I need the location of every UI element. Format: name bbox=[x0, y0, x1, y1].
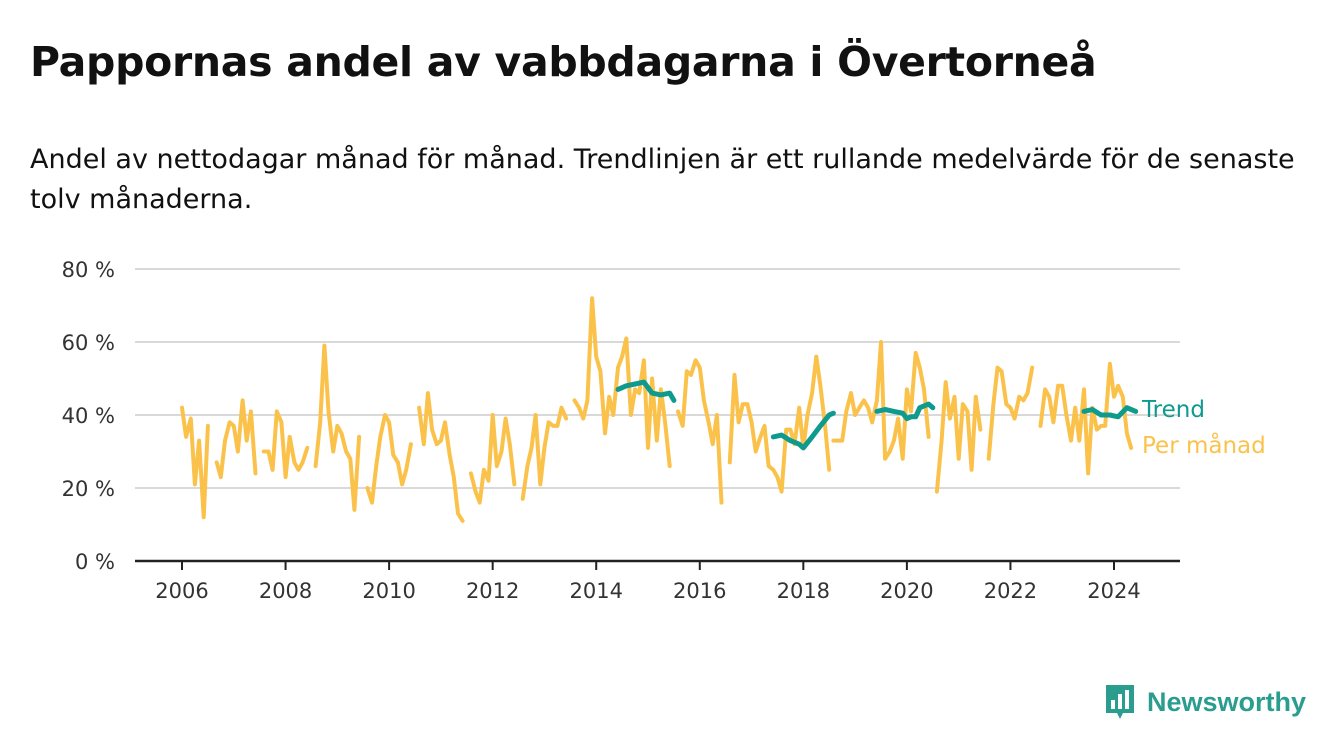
y-tick-label: 40 % bbox=[62, 404, 115, 428]
x-axis-ticks: 2006 2008 2010 2012 2014 2016 2018 2020 2022 2024 bbox=[155, 561, 1141, 603]
series-line-trend bbox=[874, 401, 936, 422]
newsworthy-logo-icon bbox=[1106, 685, 1134, 719]
y-tick-label: 20 % bbox=[62, 477, 115, 501]
y-axis-ticks: 0 % 20 % 40 % 60 % 80 % bbox=[62, 258, 115, 574]
y-tick-label: 60 % bbox=[62, 331, 115, 355]
series-line-per-manad bbox=[365, 413, 413, 505]
series-line-per-manad bbox=[727, 354, 832, 494]
chart-title: Pappornas andel av vabbdagarna i Övertor… bbox=[30, 38, 1097, 86]
series-line-trend bbox=[1081, 405, 1139, 420]
x-tick-label: 2006 bbox=[155, 579, 208, 603]
series-line-per-manad bbox=[313, 343, 362, 512]
x-tick-label: 2020 bbox=[880, 579, 933, 603]
x-tick-label: 2018 bbox=[777, 579, 830, 603]
series-line-per-manad bbox=[520, 405, 569, 501]
series-line-per-manad bbox=[261, 409, 310, 480]
series-line-per-manad bbox=[986, 365, 1035, 461]
chart-subtitle: Andel av nettodagar månad för månad. Tre… bbox=[30, 144, 1295, 215]
series-lines bbox=[180, 296, 1139, 523]
x-tick-label: 2024 bbox=[1087, 579, 1140, 603]
x-tick-label: 2008 bbox=[259, 579, 312, 603]
y-tick-label: 80 % bbox=[62, 258, 115, 282]
x-tick-label: 2016 bbox=[673, 579, 726, 603]
series-line-per-manad bbox=[417, 391, 465, 523]
legend-label-per-manad: Per månad bbox=[1142, 431, 1266, 459]
x-tick-label: 2010 bbox=[362, 579, 415, 603]
series-line-per-manad bbox=[468, 413, 517, 505]
legend-label-trend: Trend bbox=[1141, 397, 1205, 423]
series-line-per-manad bbox=[676, 358, 724, 505]
series-line-trend bbox=[770, 410, 836, 451]
series-line-per-manad bbox=[934, 380, 983, 494]
y-tick-label: 0 % bbox=[75, 550, 115, 574]
series-line-per-manad bbox=[572, 296, 672, 469]
brand-name: Newsworthy bbox=[1147, 686, 1307, 717]
series-line-trend bbox=[615, 379, 677, 403]
x-tick-label: 2014 bbox=[569, 579, 622, 603]
series-line-per-manad bbox=[1038, 361, 1134, 476]
series-line-per-manad bbox=[214, 398, 258, 480]
x-tick-label: 2012 bbox=[466, 579, 519, 603]
newsworthy-logo: Newsworthy bbox=[1103, 682, 1306, 722]
gridlines bbox=[135, 268, 1180, 489]
x-tick-label: 2022 bbox=[984, 579, 1037, 603]
series-line-per-manad bbox=[180, 405, 210, 520]
series-line-per-manad bbox=[831, 340, 931, 461]
